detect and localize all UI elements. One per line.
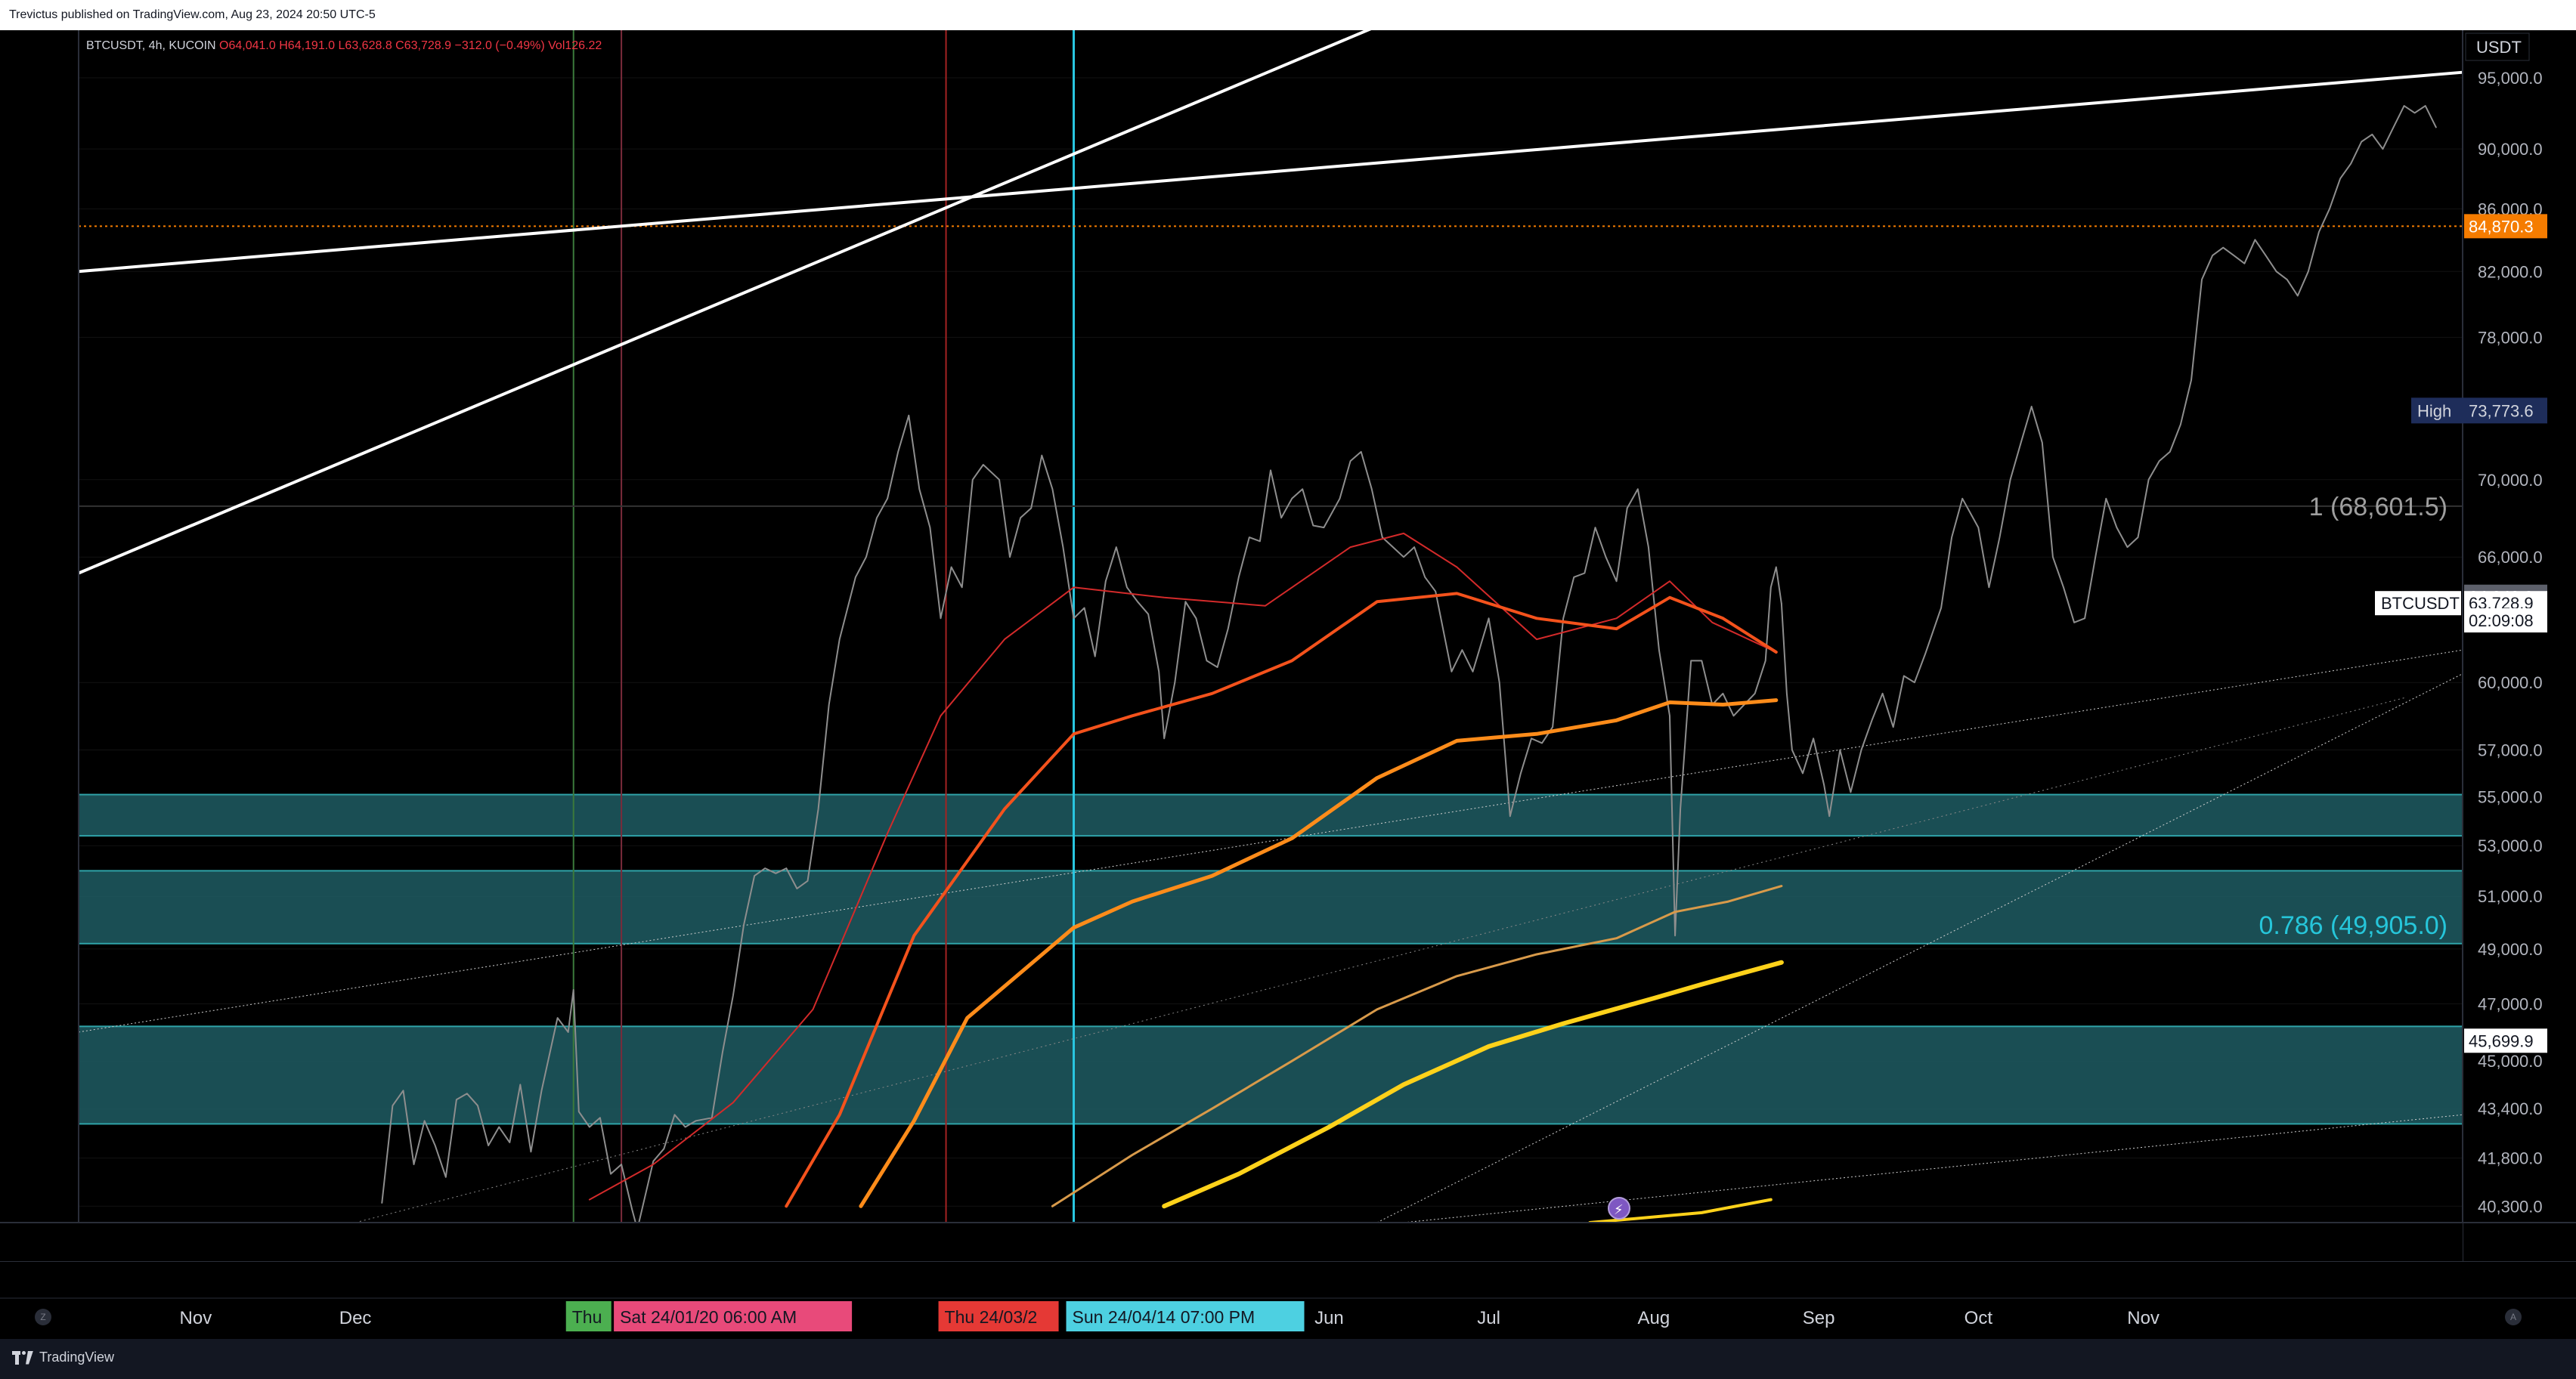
time-highlight-badge [1066,1301,1305,1331]
legend-change: −312.0 (−0.49%) [454,39,545,52]
price-tick-label: 49,000.0 [2478,940,2543,959]
trend-line [78,649,2463,1033]
support-zone [78,793,2463,837]
time-highlight-text: Thu 24/03/2 [945,1307,1038,1327]
legend-close: C63,728.9 [395,39,452,52]
time-highlight-badge [565,1301,611,1331]
support-zone [78,870,2463,945]
price-tick-label: 40,300.0 [2478,1197,2543,1216]
time-tick-label: Jul [1477,1308,1500,1328]
legend-symbol: BTCUSDT, 4h, KUCOIN [86,39,216,52]
time-axis: Nov Dec Jun Jul Aug Sep Oct Nov Thu Sat 24/01/20 … [180,1301,2160,1331]
high-marker-badge [2411,397,2547,424]
price-label-badge [2464,214,2547,239]
brand-name: TradingView [39,1350,115,1365]
time-tick-label: Nov [180,1308,212,1328]
time-tick-label: Jun [1314,1308,1344,1328]
fib-level-label: 0.786 (49,905.0) [2259,911,2448,940]
time-highlight-badge [938,1301,1059,1331]
price-axis: 95,000.090,000.086,000.082,000.078,000.0… [2478,69,2543,1216]
price-label-badge [2464,1028,2547,1053]
moving-average-line [1588,1198,1773,1224]
fib-annotations: 1 (68,601.5) 0.786 (49,905.0) [2259,493,2448,940]
time-tick-label: Nov [2127,1308,2160,1328]
price-label-text: 02:09:08 [2469,611,2534,630]
tradingview-brand[interactable]: TradingView [12,1350,114,1365]
price-axis-labels: 84,870.364,040.963,728.902:09:0845,699.9… [2375,214,2547,1053]
horizontal-levels [79,225,2463,507]
moving-average-line [588,532,1777,1201]
price-tick-label: 70,000.0 [2478,471,2543,490]
support-zones [78,793,2463,1125]
svg-text:⚡: ⚡ [1614,1202,1624,1218]
price-tick-label: 51,000.0 [2478,887,2543,906]
time-tick-label: Dec [339,1308,372,1328]
moving-average-line [1051,885,1783,1207]
price-tick-label: 78,000.0 [2478,328,2543,347]
time-highlight-text: Sun 24/04/14 07:00 PM [1073,1307,1255,1327]
moving-average-line [785,592,1778,1208]
zoom-button[interactable]: Z [35,1309,51,1325]
price-tick-label: 45,000.0 [2478,1052,2543,1071]
time-highlight-text: Thu [572,1307,602,1327]
fib-level-label: 1 (68,601.5) [2309,493,2448,521]
price-tick-label: 41,800.0 [2478,1149,2543,1168]
time-highlight-text: Sat 24/01/20 06:00 AM [620,1307,797,1327]
price-tick-label: 43,400.0 [2478,1099,2543,1118]
high-marker-value: 73,773.6 [2469,401,2534,420]
projection-line [1780,105,2437,818]
support-zone [78,1025,2463,1125]
symbol-tag-text: BTCUSDT [2381,594,2460,613]
price-tick-label: 82,000.0 [2478,262,2543,281]
lightning-alert-icon[interactable]: ⚡ [1608,1197,1630,1220]
moving-average-line [1162,960,1784,1209]
price-label-text: 45,699.9 [2469,1031,2534,1050]
legend-volume: Vol126.22 [548,39,602,52]
price-tick-label: 60,000.0 [2478,673,2543,692]
auto-scale-button[interactable]: A [2505,1309,2522,1325]
currency-label[interactable]: USDT [2476,38,2522,57]
price-line [381,414,1782,1230]
legend-open: O64,041.0 [219,39,276,52]
footer-bar: TradingView [0,1339,2576,1379]
symbol-tag-badge [2375,591,2461,616]
trend-lines [78,2,2463,1223]
moving-average-line [859,698,1779,1208]
series-group [381,105,2437,1230]
time-tick-label: Sep [1803,1308,1835,1328]
price-tick-label: 47,000.0 [2478,994,2543,1013]
trend-line [78,2,1431,575]
high-marker-label: High [2417,401,2451,420]
price-tick-label: 53,000.0 [2478,836,2543,855]
published-text: Trevictus published on TradingView.com, … [9,8,376,21]
price-tick-label: 55,000.0 [2478,788,2543,807]
price-tick-label: 57,000.0 [2478,741,2543,760]
price-tick-label: 90,000.0 [2478,140,2543,159]
tradingview-logo-icon [12,1350,33,1365]
time-tick-label: Aug [1638,1308,1670,1328]
legend-high: H64,191.0 [279,39,336,52]
price-tick-label: 66,000.0 [2478,548,2543,567]
legend-low: L63,628.8 [338,39,392,52]
price-label-text: 84,870.3 [2469,217,2534,236]
symbol-legend[interactable]: BTCUSDT, 4h, KUCOIN O64,041.0 H64,191.0 … [86,39,602,53]
price-label-badge [2464,608,2547,633]
time-highlight-badge [614,1301,853,1331]
trend-line [1376,673,2463,1223]
price-tick-label: 95,000.0 [2478,69,2543,88]
time-tick-label: Oct [1965,1308,1993,1328]
trend-line [78,70,2463,274]
trend-line [355,697,2404,1223]
published-header: Trevictus published on TradingView.com, … [0,0,2576,30]
